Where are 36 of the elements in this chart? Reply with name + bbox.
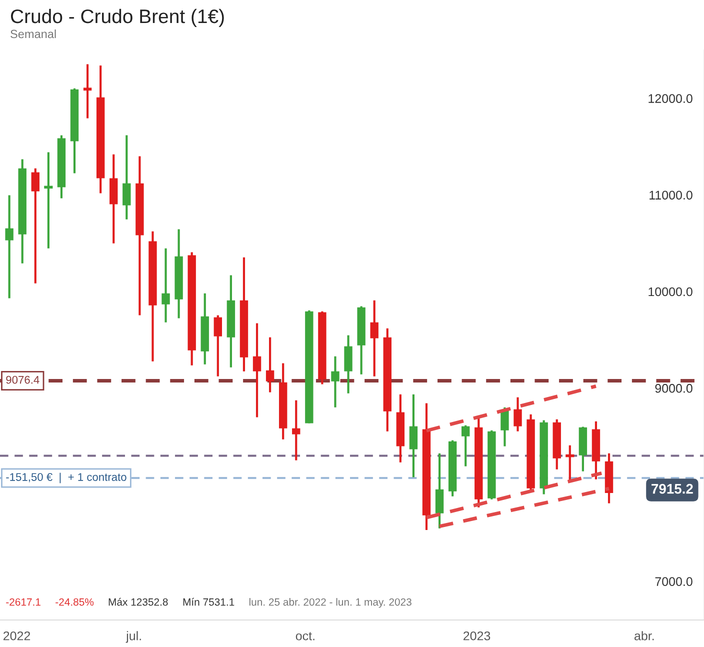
x-tick-label: jul. <box>126 631 141 643</box>
candlestick <box>462 424 470 468</box>
candlestick <box>252 322 262 418</box>
candlestick <box>266 336 274 394</box>
candlestick <box>292 399 300 462</box>
y-tick-label: 12000.0 <box>648 94 692 103</box>
x-tick-label: abr. <box>634 631 654 640</box>
ref-line-label: -151,50 € | + 1 contrato <box>6 472 126 484</box>
annotation: Mín 7531.1 <box>183 598 234 606</box>
chart-subtitle: Semanal <box>10 30 56 38</box>
y-tick-label: 7000.0 <box>655 577 692 586</box>
annotation: lun. 25 abr. 2022 - lun. 1 may. 2023 <box>249 598 412 608</box>
candlestick <box>162 247 170 324</box>
candlestick <box>500 406 509 448</box>
candlestick <box>409 393 418 478</box>
annotation: -2617.1 <box>6 598 40 606</box>
candlestick <box>31 167 40 284</box>
candlestick <box>122 134 131 220</box>
candlestick <box>5 194 14 300</box>
x-tick-label: 2022 <box>3 631 30 640</box>
candlestick <box>370 299 378 378</box>
candlestick <box>514 396 522 432</box>
y-tick-label: 10000.0 <box>648 287 692 296</box>
y-tick-label: 9000.0 <box>655 384 692 393</box>
candlestick <box>331 355 340 408</box>
annotation: -24.85% <box>56 598 94 606</box>
candlestick <box>83 63 92 120</box>
y-tick-label: 11000.0 <box>650 190 692 200</box>
x-tick-label: oct. <box>296 632 314 640</box>
annotation: Máx 12352.8 <box>108 598 168 606</box>
ref-line-label: 9076.4 <box>6 376 40 384</box>
candlestick <box>435 452 444 530</box>
chart-title: Crudo - Crudo Brent (1€) <box>10 8 224 28</box>
x-tick-label: 2023 <box>464 631 490 640</box>
annotation: 7915.2 <box>652 484 693 494</box>
candlestick <box>214 314 222 378</box>
